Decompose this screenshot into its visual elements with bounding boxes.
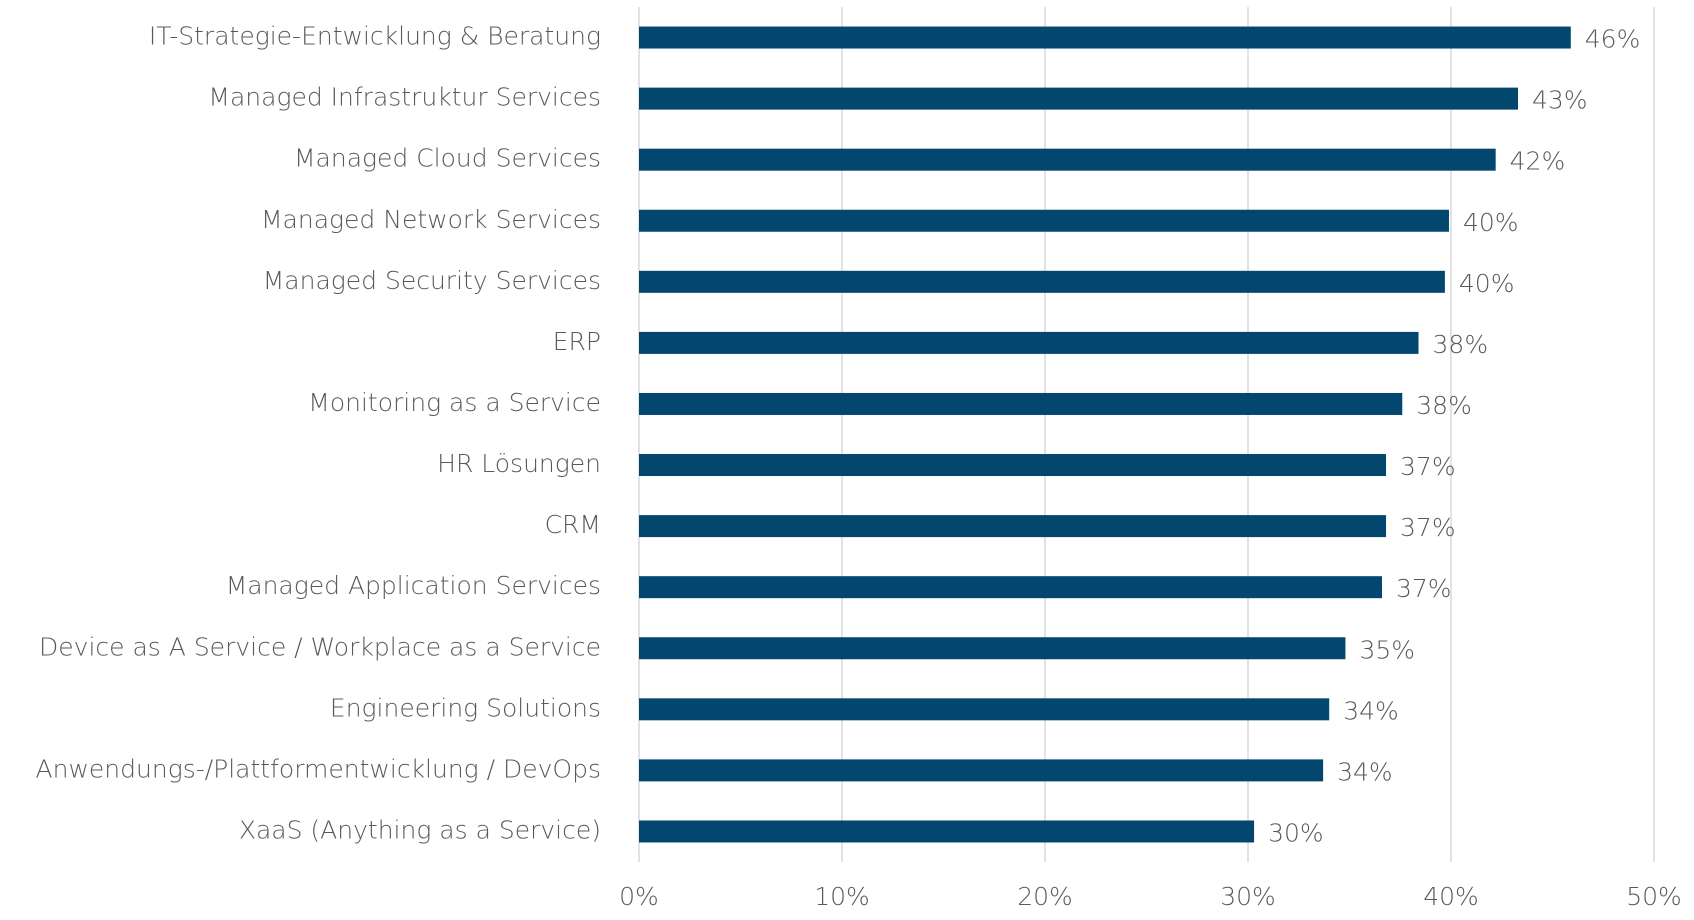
x-tick-label: 20% [1017, 882, 1073, 911]
bar [639, 270, 1445, 293]
value-label: 43% [1532, 86, 1588, 115]
x-tick-label: 0% [619, 882, 659, 911]
y-tick-label: XaaS (Anything as a Service) [239, 815, 601, 844]
y-tick-label: Device as A Service / Workplace as a Ser… [39, 632, 601, 661]
y-tick-label: HR Lösungen [437, 449, 601, 478]
value-label: 42% [1510, 147, 1566, 176]
y-tick-label: ERP [553, 327, 601, 356]
bar [639, 820, 1255, 843]
bar [639, 209, 1449, 232]
bar [639, 392, 1403, 415]
bar [639, 148, 1496, 171]
x-tick-label: 40% [1423, 882, 1479, 911]
bar [639, 515, 1387, 538]
y-tick-label: Anwendungs-/Plattformentwicklung / DevOp… [36, 754, 601, 783]
bar [639, 759, 1324, 782]
value-label: 30% [1268, 818, 1324, 847]
y-tick-label: Managed Security Services [263, 266, 601, 295]
bar [639, 454, 1387, 477]
y-tick-label: Managed Application Services [226, 571, 601, 600]
value-label: 46% [1585, 25, 1641, 54]
value-label: 40% [1459, 269, 1515, 298]
value-label: 37% [1396, 574, 1452, 603]
bar [639, 331, 1419, 354]
x-tick-label: 50% [1626, 882, 1682, 911]
value-label: 38% [1433, 330, 1489, 359]
value-label: 37% [1400, 452, 1456, 481]
value-label: 34% [1337, 757, 1393, 786]
y-tick-label: Monitoring as a Service [308, 388, 601, 417]
value-label: 34% [1343, 696, 1399, 725]
bar [639, 26, 1571, 49]
y-tick-label: Engineering Solutions [330, 693, 601, 722]
value-label: 40% [1463, 208, 1519, 237]
bar [639, 87, 1518, 110]
bar [639, 637, 1346, 660]
y-tick-label: Managed Network Services [261, 205, 601, 234]
bar [639, 576, 1382, 599]
y-tick-label: CRM [545, 510, 601, 539]
value-label: 38% [1416, 391, 1472, 420]
value-label: 35% [1359, 635, 1415, 664]
y-tick-label: IT-Strategie-Entwicklung & Beratung [149, 22, 601, 51]
bar [639, 698, 1330, 721]
y-tick-label: Managed Infrastruktur Services [208, 83, 601, 112]
y-tick-label: Managed Cloud Services [294, 144, 601, 173]
value-label: 37% [1400, 513, 1456, 542]
x-tick-label: 30% [1220, 882, 1276, 911]
x-tick-label: 10% [814, 882, 870, 911]
